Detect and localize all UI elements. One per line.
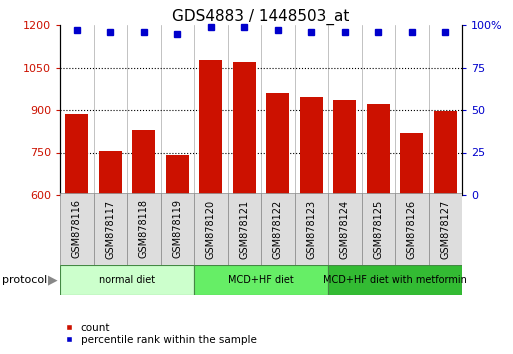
Text: GSM878121: GSM878121 — [239, 199, 249, 258]
FancyBboxPatch shape — [93, 193, 127, 265]
Text: GSM878118: GSM878118 — [139, 200, 149, 258]
Text: GSM878125: GSM878125 — [373, 199, 383, 259]
Legend: count, percentile rank within the sample: count, percentile rank within the sample — [65, 323, 256, 345]
Text: GSM878120: GSM878120 — [206, 199, 216, 258]
Text: GSM878127: GSM878127 — [440, 199, 450, 259]
Text: GSM878119: GSM878119 — [172, 200, 182, 258]
FancyBboxPatch shape — [395, 193, 428, 265]
FancyBboxPatch shape — [60, 265, 194, 295]
FancyBboxPatch shape — [328, 193, 362, 265]
Text: GSM878126: GSM878126 — [407, 199, 417, 258]
Bar — [166, 155, 189, 195]
Bar — [132, 130, 155, 195]
Text: protocol: protocol — [2, 275, 47, 285]
Text: normal diet: normal diet — [99, 275, 155, 285]
Text: GSM878122: GSM878122 — [273, 199, 283, 259]
FancyBboxPatch shape — [161, 193, 194, 265]
FancyBboxPatch shape — [127, 193, 161, 265]
Text: GSM878116: GSM878116 — [72, 200, 82, 258]
Bar — [300, 97, 323, 195]
FancyBboxPatch shape — [60, 193, 93, 265]
FancyBboxPatch shape — [294, 193, 328, 265]
FancyBboxPatch shape — [194, 265, 328, 295]
Bar — [199, 61, 223, 195]
Text: MCD+HF diet with metformin: MCD+HF diet with metformin — [323, 275, 467, 285]
FancyBboxPatch shape — [194, 193, 227, 265]
Bar — [366, 104, 390, 195]
Bar — [266, 93, 289, 195]
FancyBboxPatch shape — [261, 193, 294, 265]
Bar — [98, 151, 122, 195]
Bar — [65, 114, 88, 195]
Bar — [333, 100, 357, 195]
Text: ▶: ▶ — [48, 274, 58, 286]
FancyBboxPatch shape — [227, 193, 261, 265]
Text: GSM878123: GSM878123 — [306, 199, 316, 258]
Text: GSM878124: GSM878124 — [340, 199, 350, 258]
Text: MCD+HF diet: MCD+HF diet — [228, 275, 294, 285]
Bar — [232, 62, 256, 195]
FancyBboxPatch shape — [428, 193, 462, 265]
FancyBboxPatch shape — [362, 193, 395, 265]
Title: GDS4883 / 1448503_at: GDS4883 / 1448503_at — [172, 9, 350, 25]
Bar — [433, 112, 457, 195]
Text: GSM878117: GSM878117 — [105, 199, 115, 258]
FancyBboxPatch shape — [328, 265, 462, 295]
Bar — [400, 133, 423, 195]
